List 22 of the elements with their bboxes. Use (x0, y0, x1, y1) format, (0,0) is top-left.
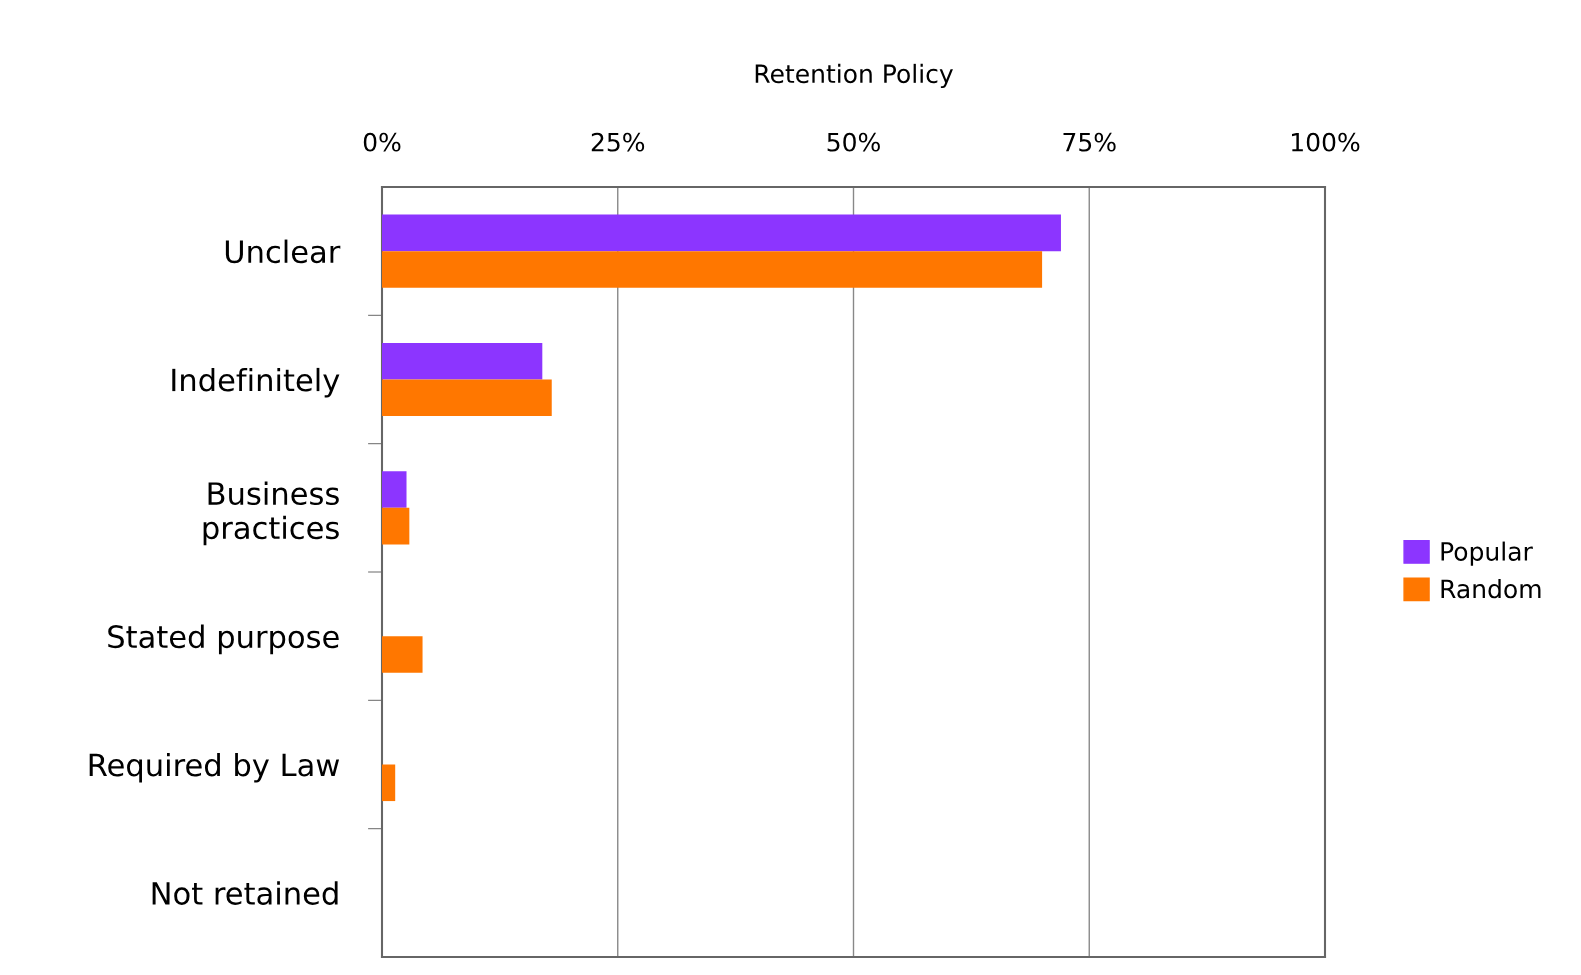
x-tick-label: 75% (1063, 132, 1116, 152)
x-tick-label: 25% (591, 132, 645, 152)
x-tick-label: 50% (827, 132, 880, 152)
bar (382, 251, 1043, 288)
x-tick-label: 0% (363, 132, 401, 152)
y-tick-label: Business practices (203, 481, 339, 546)
bar (382, 764, 396, 802)
y-tick-label: Required by Law (89, 752, 340, 783)
x-tick-label: 100% (1292, 132, 1360, 152)
bar (382, 471, 407, 508)
legend-label: Random (1441, 579, 1541, 599)
y-tick-label: Stated purpose (108, 624, 339, 655)
chart-title: Retention Policy (755, 63, 953, 89)
bar (382, 379, 552, 417)
bar (382, 507, 410, 545)
bar (382, 342, 543, 380)
y-tick-label: Unclear (225, 239, 341, 264)
y-tick-label: Not retained (152, 881, 338, 905)
bar (382, 214, 1061, 252)
y-tick-label: Indefinitely (172, 367, 340, 398)
legend-label: Popular (1441, 541, 1533, 566)
bar (382, 636, 423, 673)
